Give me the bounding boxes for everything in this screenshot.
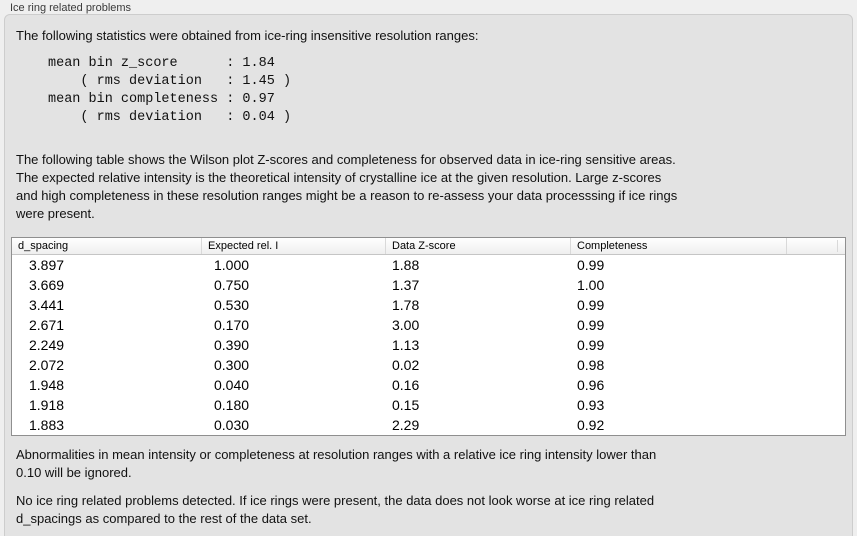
table-cell: 1.13 xyxy=(392,337,420,353)
table-cell: 1.00 xyxy=(577,277,605,293)
table-cell: 1.948 xyxy=(29,377,65,393)
table-row[interactable]: 2.072 0.300 0.02 0.98 xyxy=(12,355,845,375)
table-cell: 1.883 xyxy=(29,417,65,433)
column-header-data-z-score[interactable]: Data Z-score xyxy=(385,238,570,254)
table-cell: 3.669 xyxy=(29,277,65,293)
conclusion-text: No ice ring related problems detected. I… xyxy=(16,493,655,526)
ice-ring-table-body: 3.897 1.000 1.88 0.99 3.669 0.750 1.37 1.00 3.44… xyxy=(12,255,845,435)
ice-ring-panel: The following statistics were obtained f… xyxy=(4,14,853,536)
table-cell xyxy=(786,375,845,395)
table-cell: 3.00 xyxy=(392,317,420,333)
table-cell: 0.93 xyxy=(577,397,605,413)
table-row[interactable]: 3.441 0.530 1.78 0.99 xyxy=(12,295,845,315)
table-row[interactable]: 3.669 0.750 1.37 1.00 xyxy=(12,275,845,295)
table-row[interactable]: 2.671 0.170 3.00 0.99 xyxy=(12,315,845,335)
table-cell: 0.99 xyxy=(577,317,605,333)
table-cell: 0.530 xyxy=(214,297,250,313)
description-text: The following table shows the Wilson plo… xyxy=(16,152,678,221)
table-row[interactable]: 1.918 0.180 0.15 0.93 xyxy=(12,395,845,415)
table-cell: 1.78 xyxy=(392,297,420,313)
intro-text: The following statistics were obtained f… xyxy=(16,28,479,43)
table-cell: 0.99 xyxy=(577,297,605,313)
table-row[interactable]: 3.897 1.000 1.88 0.99 xyxy=(12,255,845,275)
table-cell: 3.897 xyxy=(29,257,65,273)
column-header-completeness[interactable]: Completeness xyxy=(570,238,786,254)
table-cell xyxy=(786,395,845,415)
table-row[interactable]: 1.883 0.030 2.29 0.92 xyxy=(12,415,845,435)
column-header-d-spacing[interactable]: d_spacing xyxy=(18,240,69,252)
table-cell xyxy=(786,355,845,375)
table-cell: 0.390 xyxy=(214,337,250,353)
table-cell xyxy=(786,415,845,435)
table-cell xyxy=(786,315,845,335)
table-cell: 2.249 xyxy=(29,337,65,353)
table-cell: 0.99 xyxy=(577,337,605,353)
table-cell: 0.030 xyxy=(214,417,250,433)
table-cell: 0.15 xyxy=(392,397,420,413)
table-cell: 0.02 xyxy=(392,357,420,373)
table-row[interactable]: 2.249 0.390 1.13 0.99 xyxy=(12,335,845,355)
ignore-note-text: Abnormalities in mean intensity or compl… xyxy=(16,447,657,480)
table-cell: 2.671 xyxy=(29,317,65,333)
table-cell: 2.072 xyxy=(29,357,65,373)
table-cell: 0.170 xyxy=(214,317,250,333)
table-cell: 0.180 xyxy=(214,397,250,413)
ice-ring-table: d_spacing Expected rel. I Data Z-score Comp… xyxy=(11,237,846,436)
table-cell: 0.300 xyxy=(214,357,250,373)
column-header-empty[interactable] xyxy=(786,238,845,254)
table-cell: 0.16 xyxy=(392,377,420,393)
table-cell: 1.000 xyxy=(214,257,250,273)
table-cell xyxy=(786,335,845,355)
table-cell: 0.99 xyxy=(577,257,605,273)
table-row[interactable]: 1.948 0.040 0.16 0.96 xyxy=(12,375,845,395)
table-cell: 3.441 xyxy=(29,297,65,313)
column-header-expected-rel-i[interactable]: Expected rel. I xyxy=(201,238,385,254)
table-cell: 0.750 xyxy=(214,277,250,293)
table-cell: 1.918 xyxy=(29,397,65,413)
table-cell: 0.98 xyxy=(577,357,605,373)
table-cell: 0.96 xyxy=(577,377,605,393)
group-box-title: Ice ring related problems xyxy=(10,2,132,14)
stats-block: mean bin z_score : 1.84 ( rms deviation … xyxy=(48,56,292,125)
table-cell xyxy=(786,295,845,315)
table-cell: 1.37 xyxy=(392,277,420,293)
table-cell: 0.040 xyxy=(214,377,250,393)
table-cell: 2.29 xyxy=(392,417,420,433)
table-cell: 0.92 xyxy=(577,417,605,433)
table-header-row: d_spacing Expected rel. I Data Z-score Comp… xyxy=(12,238,845,255)
table-cell: 1.88 xyxy=(392,257,420,273)
table-cell xyxy=(786,255,845,275)
table-cell xyxy=(786,275,845,295)
